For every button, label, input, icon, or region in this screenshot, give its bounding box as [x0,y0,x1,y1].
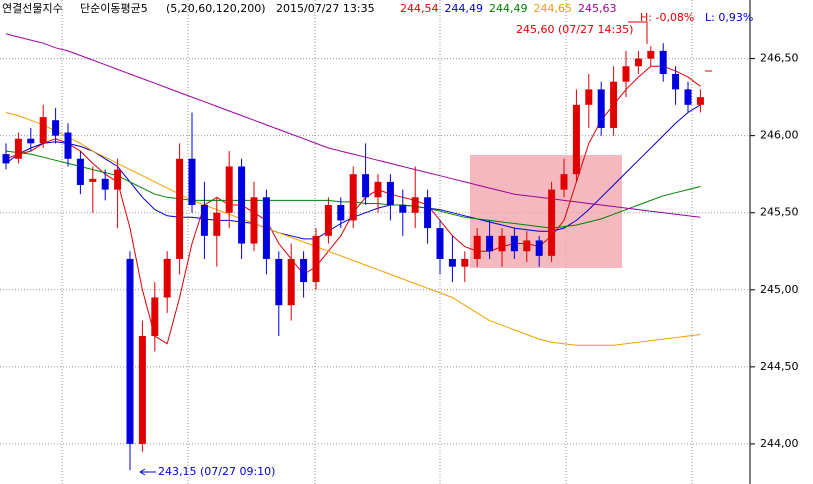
candle-body [622,66,630,82]
candle-body [176,158,184,259]
candle-body [238,166,246,244]
candle-body [52,120,60,136]
candle-body [262,197,270,259]
candle-body [610,81,618,128]
y-tick-label: 245,50 [760,206,799,219]
candle-body [498,235,506,252]
candle-body [436,228,444,259]
header-value: 244,65 [534,2,573,15]
header-params: (5,20,60,120,200) [166,2,266,15]
candle-body [386,181,394,206]
y-tick-label: 244,00 [760,437,799,450]
candle-body [64,132,72,159]
candle-body [399,205,407,213]
candle-body [486,235,494,252]
candle-body [684,89,692,105]
low-note: L: 0,93% [705,11,753,24]
header-value: 244,49 [489,2,528,15]
candle-body [411,197,419,213]
candle-body [2,154,10,164]
candle-body [300,258,308,283]
header-datetime: 2015/07/27 13:35 [276,2,375,15]
ma-line [5,112,701,346]
candle-body [275,258,283,306]
candle-body [138,336,146,444]
candle-body [151,297,159,337]
candle-body [696,97,704,105]
candle-body [287,258,295,306]
candle-body [461,258,469,267]
candle-body [634,58,642,67]
header-value: 244,49 [445,2,484,15]
candle-body [39,117,47,144]
candle-body [523,240,531,252]
header-title: 연결선물지수 [2,2,63,15]
candle-body [312,235,320,283]
candle-body [374,181,382,198]
candle-body [659,50,667,74]
candle-body [548,189,556,256]
candle-body [114,169,122,190]
header-value: 244,54 [400,2,439,15]
candle-body [473,235,481,259]
candle-body [424,197,432,229]
candle-body [250,197,258,244]
ma-line [5,33,701,218]
max-pointer [628,21,648,44]
candle-body [560,174,568,190]
y-tick-label: 245,00 [760,283,799,296]
candle-body [585,89,593,105]
candle-body [510,235,518,252]
y-tick-label: 244,50 [760,360,799,373]
candle-body [647,50,655,59]
candle-body [213,212,221,236]
candle-body [163,258,171,298]
header-indicator: 단순이동평균5 [80,2,148,15]
candle-body [572,104,580,175]
candle-body [14,138,22,159]
min-annotation: 243,15 (07/27 09:10) [158,465,275,478]
candle-body [672,73,680,90]
candle-body [448,258,456,267]
min-pointer [139,468,156,476]
y-tick-label: 246,00 [760,129,799,142]
candle-body [337,205,345,221]
candle-body [101,178,109,190]
high-note: H: -0,08% [640,11,694,24]
candle-body [89,178,97,182]
header-value: 245,63 [578,2,617,15]
candle-body [225,166,233,213]
candle-body [76,158,84,185]
y-tick-label: 246,50 [760,52,799,65]
max-annotation: 245,60 (07/27 14:35) [516,23,633,36]
candle-body [27,138,35,144]
candle-body [597,89,605,128]
candle-body [349,174,357,221]
candle-body [362,174,370,198]
candle-body [188,158,196,206]
header: 연결선물지수 단순이동평균5 (5,20,60,120,200) 2015/07… [2,2,617,15]
candle-body [324,205,332,236]
candle-body [535,240,543,256]
candle-body [200,205,208,236]
candle-body [126,258,134,444]
